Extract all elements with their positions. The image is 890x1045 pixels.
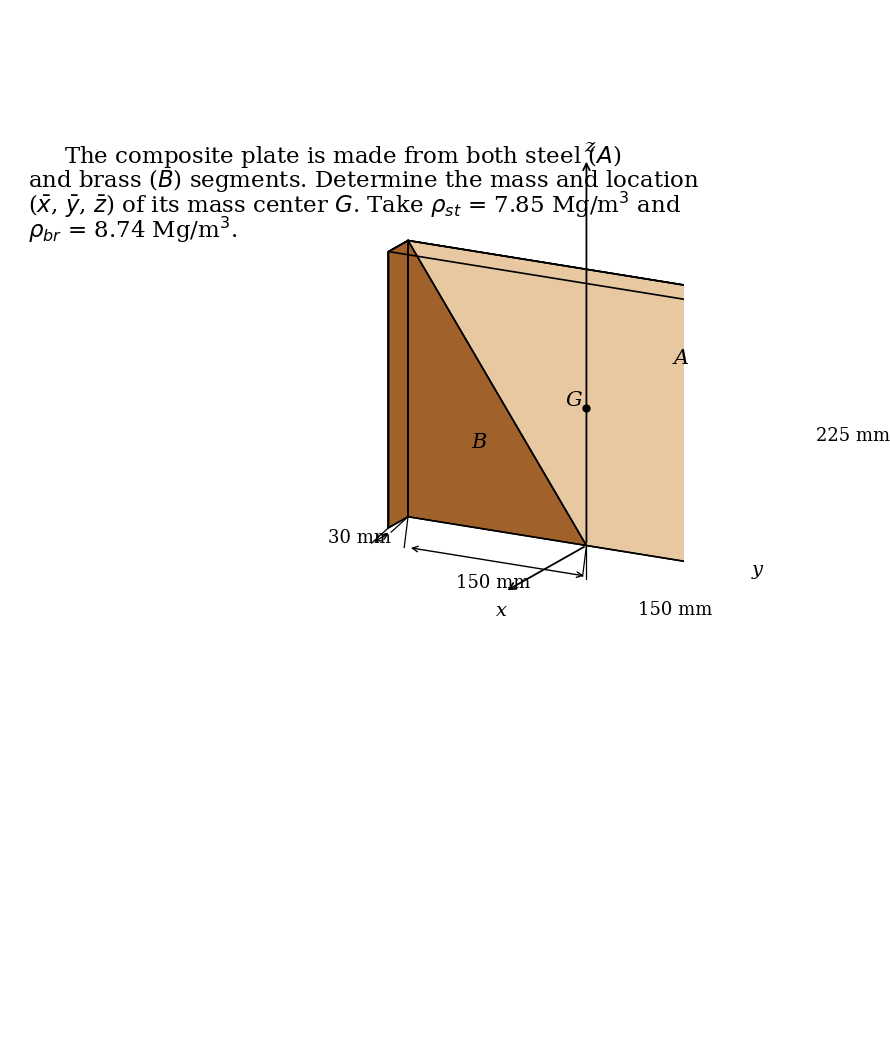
Polygon shape	[388, 240, 765, 309]
Text: G: G	[566, 391, 582, 410]
Text: A: A	[674, 349, 689, 368]
Text: y: y	[752, 561, 763, 580]
Text: 150 mm: 150 mm	[638, 601, 713, 620]
Text: 150 mm: 150 mm	[457, 574, 530, 593]
Text: The composite plate is made from both steel ($A$): The composite plate is made from both st…	[64, 142, 621, 169]
Text: ($\bar{x}$, $\bar{y}$, $\bar{z}$) of its mass center $G$. Take $\rho_{st}$ = 7.8: ($\bar{x}$, $\bar{y}$, $\bar{z}$) of its…	[28, 190, 682, 220]
Text: B: B	[472, 433, 487, 451]
Text: $\rho_{br}$ = 8.74 Mg/m$^3$.: $\rho_{br}$ = 8.74 Mg/m$^3$.	[28, 214, 238, 245]
Polygon shape	[388, 240, 408, 528]
Polygon shape	[408, 240, 587, 545]
Polygon shape	[408, 240, 765, 575]
Text: 225 mm: 225 mm	[816, 427, 890, 445]
Text: x: x	[497, 602, 507, 621]
Text: and brass ($B$) segments. Determine the mass and location: and brass ($B$) segments. Determine the …	[28, 167, 700, 194]
Text: 30 mm: 30 mm	[328, 529, 392, 547]
Text: z: z	[585, 138, 595, 156]
